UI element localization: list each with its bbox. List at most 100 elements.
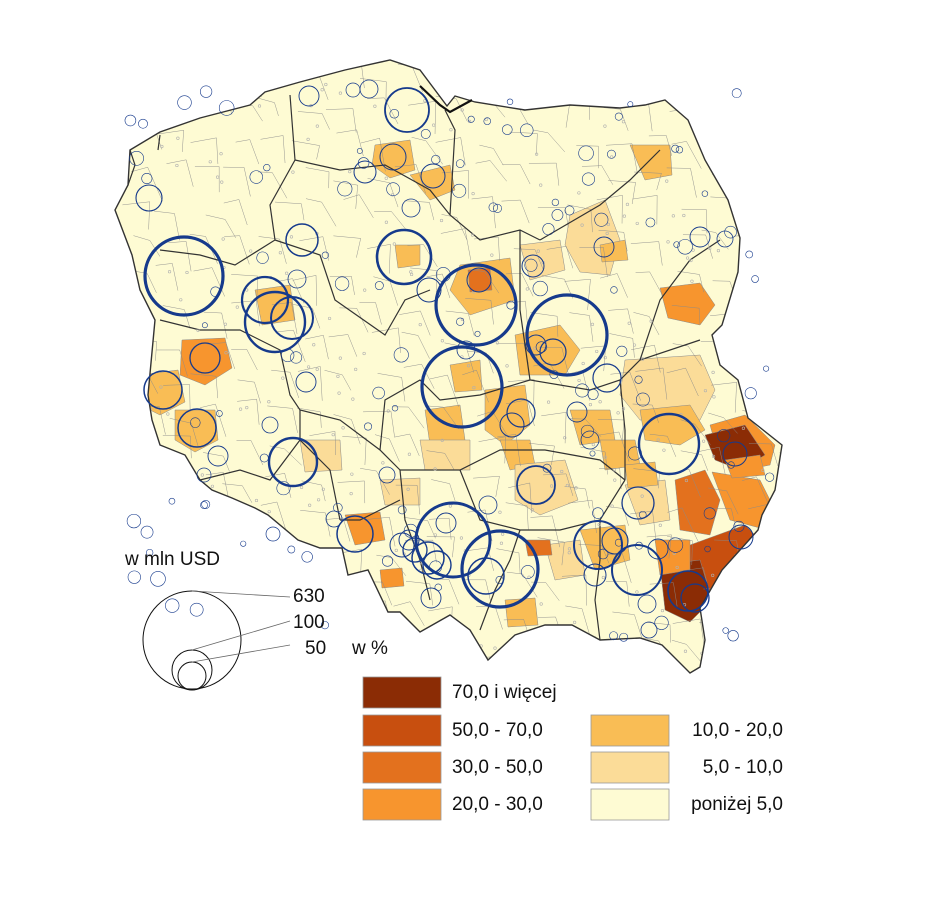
value-circle-small: [614, 538, 623, 547]
district-boundary: [530, 515, 561, 548]
value-circle: [583, 563, 607, 587]
value-circle-small: [146, 548, 154, 557]
value-circle-small: [551, 209, 564, 221]
district-boundary: [371, 327, 401, 353]
district-boundary: [479, 74, 507, 99]
district-boundary: [236, 440, 264, 466]
value-circle: [593, 236, 615, 258]
value-circle-small: [638, 510, 647, 519]
district-boundary: [768, 276, 782, 304]
value-circle: [135, 184, 163, 212]
district-boundary: [374, 211, 407, 230]
value-circle-small: [495, 576, 504, 585]
district-boundary: [120, 576, 144, 608]
settlement-dot: [254, 498, 259, 503]
settlement-dot: [565, 483, 569, 488]
district-boundary: [342, 436, 367, 465]
settlement-dot: [729, 646, 733, 651]
district-boundary: [440, 228, 472, 261]
settlement-dot: [143, 401, 147, 405]
district-boundary: [609, 333, 635, 358]
value-circle-small: [564, 205, 575, 216]
district-boundary: [606, 552, 632, 583]
district-boundary: [599, 467, 622, 489]
settlement-dot: [702, 439, 706, 443]
value-circle: [566, 401, 588, 423]
value-circle: [189, 342, 221, 374]
district-boundary: [305, 198, 337, 227]
settlement-dot: [257, 104, 262, 108]
district-boundary: [133, 689, 157, 707]
value-circle-small: [733, 520, 745, 532]
value-circle-small: [614, 112, 623, 121]
settlement-dot: [384, 176, 388, 180]
settlement-dot: [567, 551, 571, 555]
region-biala-wschod: [659, 282, 716, 326]
district-boundary: [537, 207, 569, 228]
settlement-dot: [173, 604, 177, 609]
district-boundary: [133, 235, 161, 257]
district-boundary: [598, 229, 628, 252]
value-circle-small: [704, 545, 711, 553]
settlement-dot: [215, 609, 220, 614]
value-circle-small: [581, 172, 596, 186]
value-circle-small: [506, 98, 514, 105]
value-circle-small: [745, 250, 754, 259]
legend-leader-630: [191, 590, 291, 598]
district-boundary: [631, 344, 661, 373]
legend-value-50: 50: [305, 638, 326, 659]
district-boundary: [769, 167, 782, 196]
legend-class-label: 10,0 - 20,0: [692, 720, 783, 741]
value-circle: [401, 198, 421, 218]
district-boundary: [708, 641, 733, 669]
settlement-dot: [612, 468, 616, 472]
settlement-dot: [716, 249, 721, 253]
legend-class-label: poniżej 5,0: [691, 794, 783, 815]
district-boundary: [611, 672, 635, 673]
settlement-dot: [466, 364, 471, 368]
district-boundary: [258, 60, 288, 79]
settlement-dot: [641, 357, 645, 361]
district-boundary: [750, 687, 782, 707]
district-boundary: [782, 477, 809, 504]
district-boundary: [222, 483, 253, 503]
district-boundary: [131, 166, 163, 202]
settlement-dot: [466, 662, 470, 667]
settlement-dot: [603, 356, 607, 360]
settlement-dot: [682, 213, 686, 218]
settlement-dot: [220, 525, 224, 529]
settlement-dot: [577, 378, 581, 383]
district-boundary: [769, 416, 782, 439]
settlement-dot: [285, 271, 289, 275]
value-circle-small: [455, 159, 465, 168]
district-boundary: [569, 418, 602, 437]
settlement-dot: [225, 70, 229, 74]
district-boundary: [746, 67, 771, 94]
voivodeship-boundary: [479, 529, 521, 631]
settlement-dot: [267, 400, 271, 404]
settlement-dot: [505, 364, 509, 368]
settlement-dot: [354, 367, 358, 371]
district-boundary: [274, 201, 305, 221]
district-boundary: [785, 520, 808, 549]
value-circle: [689, 226, 711, 248]
value-circle-small: [364, 422, 373, 431]
settlement-dot: [562, 657, 567, 661]
value-circle: [298, 85, 320, 107]
value-circle-small: [372, 386, 385, 400]
settlement-dot: [754, 212, 759, 217]
value-circle-small: [389, 108, 400, 119]
settlement-dot: [312, 343, 316, 347]
region-konin: [449, 359, 483, 393]
value-circle: [177, 408, 217, 448]
district-boundary: [666, 167, 697, 198]
district-boundary: [128, 439, 159, 463]
legend-swatch: [590, 788, 670, 821]
district-boundary: [333, 235, 361, 258]
settlement-dot: [418, 323, 422, 327]
district-boundary: [737, 178, 764, 204]
district-boundary: [394, 433, 420, 456]
value-circle: [611, 544, 663, 596]
district-boundary: [742, 135, 767, 170]
